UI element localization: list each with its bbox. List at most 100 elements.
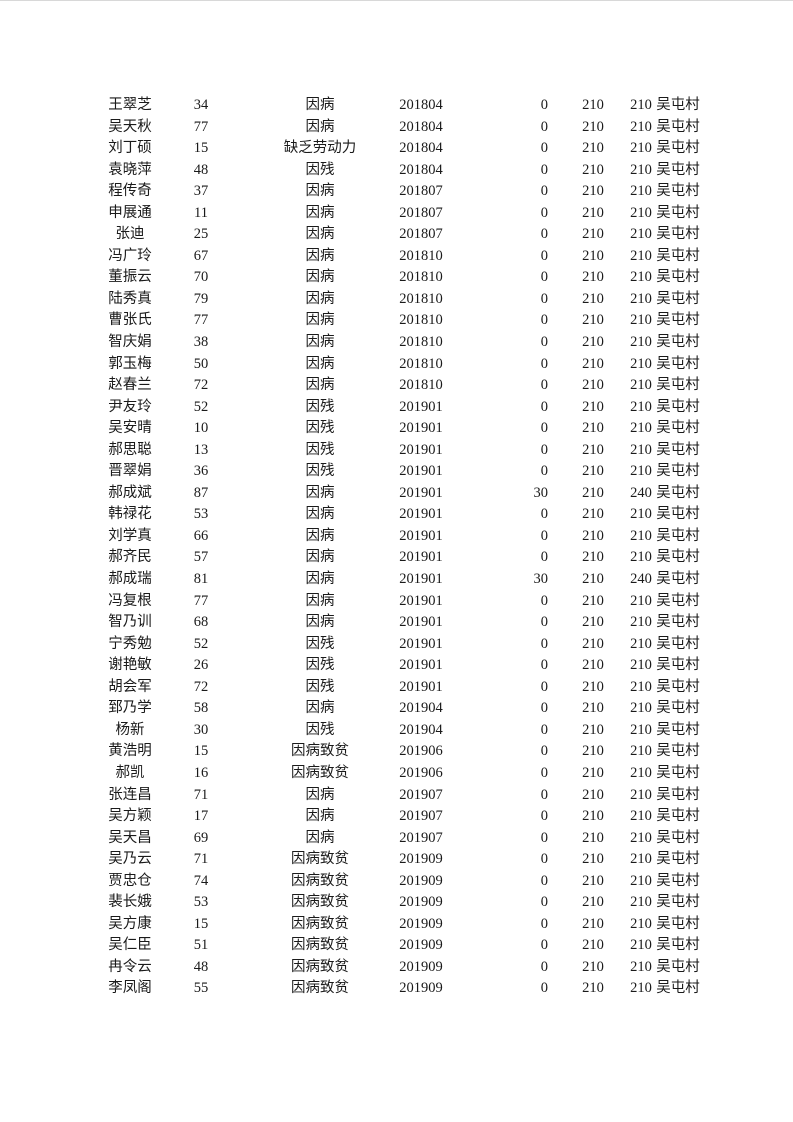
table-row: 李凤阁 55 因病致贫 201909 0 210 210 吴屯村	[0, 978, 793, 1000]
cell-village-name: 吴屯村	[656, 678, 700, 695]
cell-poverty-reason: 因病致贫	[291, 872, 349, 889]
cell-poverty-reason: 缺乏劳动力	[283, 140, 357, 157]
cell-age: 74	[193, 872, 209, 889]
cell-total-amount: 210	[630, 334, 652, 351]
cell-age: 67	[193, 247, 209, 264]
table-row: 袁晓萍 48 因残 201804 0 210 210 吴屯村	[0, 160, 793, 182]
cell-base-amount: 210	[582, 894, 604, 911]
cell-total-amount: 210	[630, 786, 652, 803]
cell-person-name: 杨新	[115, 721, 145, 738]
cell-person-name: 申展通	[108, 204, 152, 221]
table-row: 尹友玲 52 因残 201901 0 210 210 吴屯村	[0, 397, 793, 419]
table-row: 吴仁臣 51 因病致贫 201909 0 210 210 吴屯村	[0, 935, 793, 957]
table-row: 冯广玲 67 因病 201810 0 210 210 吴屯村	[0, 246, 793, 268]
cell-poverty-reason: 因残	[305, 657, 335, 674]
cell-adjust-amount: 0	[540, 700, 548, 717]
cell-age: 77	[193, 118, 209, 135]
cell-period-code: 201901	[399, 506, 443, 523]
cell-adjust-amount: 0	[540, 635, 548, 652]
cell-person-name: 郝成瑞	[108, 571, 152, 588]
cell-adjust-amount: 0	[540, 894, 548, 911]
cell-village-name: 吴屯村	[656, 700, 700, 717]
cell-adjust-amount: 0	[540, 269, 548, 286]
table-row: 郝成斌 87 因病 201901 30 210 240 吴屯村	[0, 483, 793, 505]
cell-total-amount: 210	[630, 204, 652, 221]
cell-poverty-reason: 因病	[305, 247, 335, 264]
cell-base-amount: 210	[582, 614, 604, 631]
cell-total-amount: 210	[630, 851, 652, 868]
cell-period-code: 201901	[399, 635, 443, 652]
cell-person-name: 尹友玲	[108, 398, 152, 415]
cell-poverty-reason: 因病	[305, 226, 335, 243]
cell-base-amount: 210	[582, 118, 604, 135]
table-row: 申展通 11 因病 201807 0 210 210 吴屯村	[0, 203, 793, 225]
cell-period-code: 201907	[399, 786, 443, 803]
cell-age: 71	[193, 786, 209, 803]
table-row: 吴乃云 71 因病致贫 201909 0 210 210 吴屯村	[0, 849, 793, 871]
cell-age: 10	[193, 420, 209, 437]
cell-base-amount: 210	[582, 786, 604, 803]
cell-age: 16	[193, 764, 209, 781]
cell-person-name: 吴天昌	[108, 829, 152, 846]
table-row: 吴方康 15 因病致贫 201909 0 210 210 吴屯村	[0, 914, 793, 936]
cell-base-amount: 210	[582, 290, 604, 307]
cell-person-name: 袁晓萍	[108, 161, 152, 178]
cell-person-name: 陆秀真	[108, 290, 152, 307]
cell-total-amount: 210	[630, 980, 652, 997]
cell-person-name: 郝齐民	[108, 549, 152, 566]
cell-total-amount: 240	[630, 484, 652, 501]
cell-poverty-reason: 因病	[305, 700, 335, 717]
cell-adjust-amount: 0	[540, 161, 548, 178]
cell-base-amount: 210	[582, 204, 604, 221]
cell-period-code: 201901	[399, 441, 443, 458]
cell-village-name: 吴屯村	[656, 592, 700, 609]
cell-village-name: 吴屯村	[656, 290, 700, 307]
table-row: 陆秀真 79 因病 201810 0 210 210 吴屯村	[0, 289, 793, 311]
cell-period-code: 201906	[399, 743, 443, 760]
cell-total-amount: 240	[630, 571, 652, 588]
cell-adjust-amount: 0	[540, 915, 548, 932]
cell-total-amount: 210	[630, 377, 652, 394]
cell-base-amount: 210	[582, 937, 604, 954]
table-row: 宁秀勉 52 因残 201901 0 210 210 吴屯村	[0, 634, 793, 656]
cell-village-name: 吴屯村	[656, 355, 700, 372]
cell-village-name: 吴屯村	[656, 872, 700, 889]
cell-age: 37	[193, 183, 209, 200]
cell-person-name: 刘丁硕	[108, 140, 152, 157]
cell-poverty-reason: 因病	[305, 118, 335, 135]
cell-person-name: 郭玉梅	[108, 355, 152, 372]
cell-base-amount: 210	[582, 441, 604, 458]
cell-base-amount: 210	[582, 463, 604, 480]
cell-village-name: 吴屯村	[656, 312, 700, 329]
cell-total-amount: 210	[630, 721, 652, 738]
cell-base-amount: 210	[582, 915, 604, 932]
cell-poverty-reason: 因残	[305, 635, 335, 652]
cell-base-amount: 210	[582, 161, 604, 178]
cell-total-amount: 210	[630, 527, 652, 544]
cell-adjust-amount: 0	[540, 721, 548, 738]
cell-base-amount: 210	[582, 678, 604, 695]
cell-poverty-reason: 因病致贫	[291, 980, 349, 997]
cell-village-name: 吴屯村	[656, 463, 700, 480]
cell-age: 68	[193, 614, 209, 631]
table-row: 曹张氏 77 因病 201810 0 210 210 吴屯村	[0, 310, 793, 332]
cell-base-amount: 210	[582, 97, 604, 113]
cell-period-code: 201909	[399, 894, 443, 911]
cell-poverty-reason: 因病	[305, 614, 335, 631]
table-row: 程传奇 37 因病 201807 0 210 210 吴屯村	[0, 181, 793, 203]
cell-poverty-reason: 因病	[305, 808, 335, 825]
cell-village-name: 吴屯村	[656, 118, 700, 135]
cell-age: 11	[194, 204, 208, 221]
cell-total-amount: 210	[630, 312, 652, 329]
cell-total-amount: 210	[630, 592, 652, 609]
table-row: 郝凯 16 因病致贫 201906 0 210 210 吴屯村	[0, 763, 793, 785]
table-row: 智庆娟 38 因病 201810 0 210 210 吴屯村	[0, 332, 793, 354]
cell-age: 53	[193, 894, 209, 911]
table-row: 智乃训 68 因病 201901 0 210 210 吴屯村	[0, 612, 793, 634]
table-row: 吴天昌 69 因病 201907 0 210 210 吴屯村	[0, 828, 793, 850]
cell-period-code: 201901	[399, 398, 443, 415]
cell-period-code: 201904	[399, 700, 443, 717]
cell-age: 30	[193, 721, 209, 738]
cell-period-code: 201901	[399, 527, 443, 544]
cell-village-name: 吴屯村	[656, 657, 700, 674]
